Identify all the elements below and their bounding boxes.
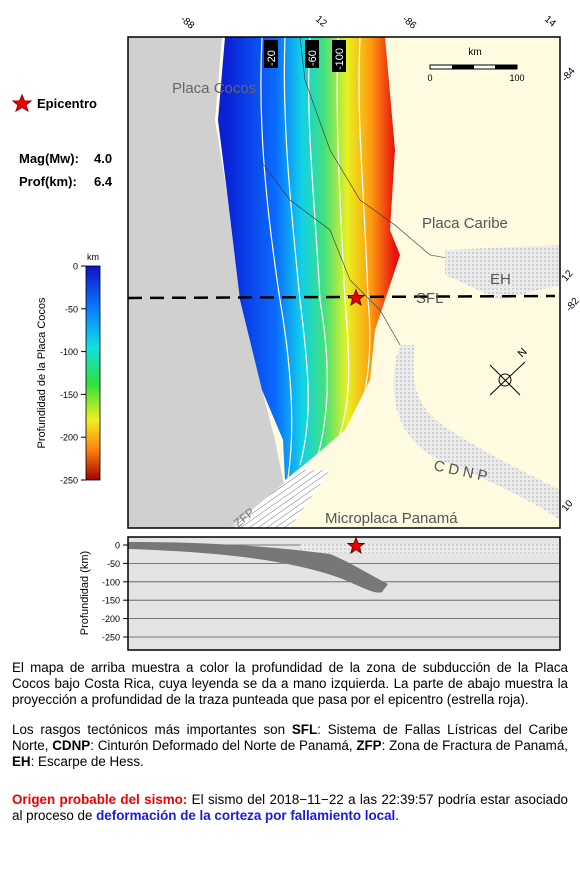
legend-label: Epicentro [37, 96, 97, 111]
frame-label: 14 [542, 14, 558, 30]
heading: Origen probable del sismo: [12, 792, 188, 807]
slab-profile [128, 542, 388, 593]
tick-label: -250 [102, 633, 120, 643]
depth-label: Prof(km): [19, 174, 77, 189]
frame-label: -84 [560, 65, 578, 83]
colorbar-ticks: 0 -50 -100 -150 -200 -250 [60, 262, 86, 486]
tick-label: 0 [73, 262, 78, 272]
tick-label: -100 [60, 347, 78, 357]
depth-value: 6.4 [94, 174, 113, 189]
mag-label: Mag(Mw): [19, 151, 79, 166]
text: : Zona de Fractura de Panamá, [381, 738, 568, 753]
place-label: EH [490, 271, 511, 288]
frame-label: 12 [313, 14, 329, 30]
place-label: Placa Caribe [422, 215, 508, 232]
text: : Escarpe de Hess. [30, 754, 144, 769]
highlight: deformación de la corteza por fallamient… [96, 808, 396, 823]
tick-label: -100 [102, 577, 120, 587]
text: : Cinturón Deformado del Norte de Panamá… [90, 738, 357, 753]
text: . [395, 808, 399, 823]
tick-label: 0 [115, 541, 120, 551]
epicenter-profile [346, 536, 366, 555]
scale-label: 100 [509, 73, 524, 83]
frame-label: -88 [178, 14, 196, 32]
tick-label: -50 [107, 559, 120, 569]
tick-label: -150 [60, 390, 78, 400]
figure: Epicentro Mag(Mw): 4.0 Prof(km): 6.4 km … [11, 14, 580, 651]
place-label: Microplaca Panamá [325, 510, 458, 527]
term: CDNP [52, 738, 91, 753]
caption-3: Origen probable del sismo: El sismo del … [12, 792, 568, 824]
caption-1: El mapa de arriba muestra a color la pro… [12, 660, 568, 707]
coastlines [259, 36, 471, 346]
mag-value: 4.0 [94, 151, 112, 166]
scale-label: 0 [427, 73, 432, 83]
caption-2: Los rasgos tectónicos más importantes so… [12, 722, 568, 770]
tick-label: -150 [102, 596, 120, 606]
term: ZFP [356, 738, 382, 753]
term: EH [12, 754, 31, 769]
contour-label: -20 [266, 50, 278, 66]
text: El sismo del 2018−11−22 a las 22:39:57 p… [12, 792, 568, 823]
profile-frame [127, 536, 561, 651]
text: Los rasgos tectónicos más importantes so… [12, 722, 292, 737]
tick-label: -200 [102, 614, 120, 624]
zfp-zone [230, 470, 330, 528]
colorbar-unit: km [87, 252, 99, 262]
frame-label: 10 [560, 498, 576, 514]
frame-label: -86 [400, 14, 418, 32]
contour-label: -60 [307, 50, 319, 66]
profile-trace [127, 294, 556, 300]
frame-label: -82 [564, 295, 580, 313]
text: : Sistema de Fallas Lístricas del Caribe… [12, 722, 568, 753]
cdnp-zone [393, 345, 560, 520]
contour-label: -100 [334, 48, 346, 70]
colorbar [85, 265, 101, 481]
place-label: SFL [416, 290, 444, 307]
scale-bar [495, 65, 517, 69]
tick-label: -50 [65, 304, 78, 314]
frame-label: 12 [560, 268, 576, 284]
tick-label: -200 [60, 433, 78, 443]
place-label: Placa Cocos [172, 80, 256, 97]
ocean [128, 37, 285, 528]
colorbar-title: Profundidad de la Placa Cocos [36, 297, 48, 449]
scale-bar [452, 65, 474, 69]
tick-label: -250 [60, 476, 78, 486]
map-frame [127, 36, 561, 529]
profile-y-label: Profundidad (km) [79, 551, 91, 635]
contour-labels: -20 -60 -100 [264, 40, 346, 72]
contours [260, 36, 371, 479]
epicenter [346, 288, 366, 307]
eh-zone [445, 245, 560, 300]
scale-unit: km [468, 47, 481, 58]
term: SFL [291, 722, 318, 737]
epicenter-icon [11, 93, 33, 113]
crust-strip [300, 544, 560, 553]
profile-bg [128, 537, 560, 650]
